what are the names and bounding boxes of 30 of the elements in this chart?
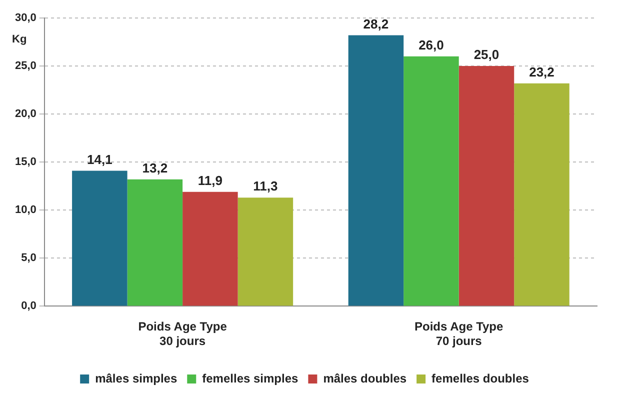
bar [458, 66, 514, 306]
data-label: 28,2 [363, 16, 389, 32]
x-tick-label: Poids Age Type 70 jours [414, 320, 504, 348]
bar [238, 198, 294, 306]
bar [127, 179, 183, 306]
bar [182, 192, 238, 306]
legend-label: mâles simples [95, 371, 178, 386]
data-label: 14,1 [87, 152, 112, 167]
y-tick-label: 25,0 [14, 60, 36, 72]
bar [348, 35, 404, 306]
y-tick-label: 10,0 [14, 204, 36, 216]
y-axis-title: Kg [12, 34, 27, 46]
x-tick-label: Poids Age Type 30 jours [138, 320, 228, 348]
y-tick-label: 30,0 [14, 12, 36, 24]
data-label: 25,0 [474, 47, 500, 62]
legend-label: femelles simples [202, 371, 299, 386]
y-tick-label: 15,0 [14, 156, 36, 168]
data-label: 23,2 [529, 64, 554, 80]
y-tick-label: 20,0 [14, 108, 36, 120]
bar [404, 56, 459, 306]
data-label: 13,2 [142, 160, 168, 176]
y-tick-label: 0,0 [21, 300, 36, 312]
legend-label: mâles doubles [323, 371, 407, 386]
data-label: 11,3 [253, 178, 278, 194]
legend-label: femelles doubles [432, 371, 530, 386]
bar [72, 170, 128, 306]
data-label: 11,9 [198, 172, 222, 188]
bar [514, 83, 570, 306]
y-tick-label: 5,0 [21, 252, 36, 264]
data-label: 26,0 [418, 38, 444, 53]
